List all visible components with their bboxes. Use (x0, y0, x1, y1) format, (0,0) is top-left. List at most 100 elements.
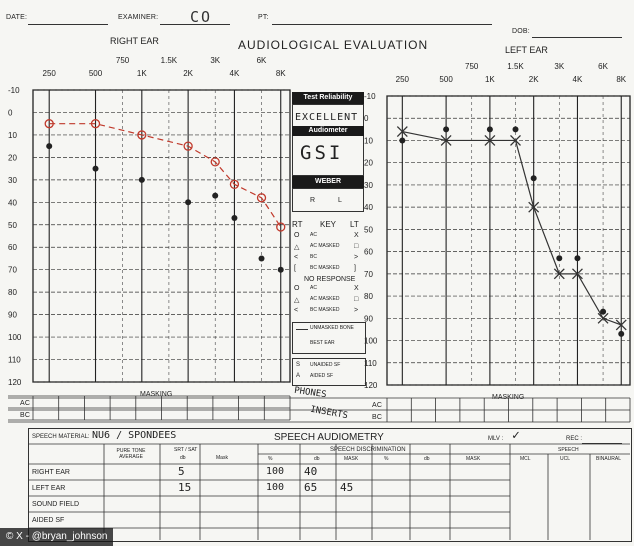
unmasked-bone-line (296, 329, 308, 330)
bc-point (138, 176, 145, 183)
ac-point (484, 135, 496, 146)
y-tick-label: 100 (364, 337, 378, 346)
speech-material-label: SPEECH MATERIAL: (32, 434, 90, 440)
unmasked-bone-label: UNMASKED BONE (310, 325, 354, 331)
disc-percent: 100 (266, 482, 285, 493)
x-minor-tick-label: 6K (598, 62, 608, 71)
ac-point (229, 179, 240, 189)
page-title: AUDIOLOGICAL EVALUATION (238, 38, 429, 52)
rec-label: REC : (566, 436, 583, 442)
y-tick-label: 100 (8, 333, 22, 342)
key-row: O AC X (292, 285, 366, 296)
y-tick-label: 60 (364, 248, 373, 257)
x-tick-label: 1K (137, 69, 147, 78)
srt-value: 5 (178, 465, 185, 478)
y-tick-label: 40 (364, 203, 373, 212)
x-tick-label: 8K (616, 75, 626, 84)
left-ear-title: LEFT EAR (505, 45, 548, 55)
y-tick-label: -10 (364, 92, 376, 101)
x-tick-label: 2K (529, 75, 539, 84)
ac-point (183, 141, 193, 151)
ac-point (90, 119, 101, 129)
x-minor-tick-label: 750 (116, 56, 130, 65)
bc-point (277, 266, 284, 273)
audiometer-header: Audiometer (292, 126, 364, 136)
bc-point (574, 255, 581, 262)
key-r: < (294, 254, 299, 261)
x-tick-label: 4K (573, 75, 583, 84)
left-ear-chart: -10 0 10 20 30 40 50 60 70 80 90 100 110 120 250 500 1K 2… (364, 62, 631, 390)
key-row: < BC > (292, 254, 366, 265)
masking-label-right: MASKING (140, 391, 173, 398)
examiner-label: EXAMINER: (118, 14, 159, 21)
key-desc: BC MASKED (310, 265, 340, 271)
y-tick-label: 20 (8, 153, 17, 162)
col-db: db (180, 455, 186, 461)
reliability-value: EXCELLENT (295, 112, 359, 123)
key-r: △ (294, 297, 300, 304)
dob-line (532, 37, 622, 38)
bc-point (486, 126, 493, 133)
x-tick-label: 1K (485, 75, 495, 84)
x-tick-label: 250 (396, 75, 410, 84)
speech-title: SPEECH AUDIOMETRY (274, 432, 384, 443)
key-desc: BC MASKED (310, 307, 340, 313)
bc-point (46, 143, 53, 150)
best-ear-label: BEST EAR (310, 340, 335, 346)
key-desc: BC (310, 254, 317, 260)
bc-point (556, 255, 563, 262)
disc-mask: 45 (340, 481, 354, 494)
disc-db: 40 (304, 465, 318, 478)
key-r: △ (294, 244, 300, 251)
mlv-value: ✓ (512, 428, 520, 443)
mlv-label: MLV : (488, 436, 504, 442)
key-rows: O AC X △ AC MASKED □ < BC > [BC MASKED] (292, 232, 366, 276)
y-tick-label: 50 (364, 225, 373, 234)
speech-col-header: MCL (520, 456, 531, 462)
no-response-rows: O AC X △ AC MASKED □ < BC MASKED > (292, 285, 366, 318)
x-minor-tick-label: 6K (257, 56, 267, 65)
y-tick-label: 10 (364, 136, 373, 145)
watermark: © X - @bryan_johnson (0, 528, 114, 546)
key-row: < BC MASKED > (292, 307, 366, 318)
masking-bc-right: BC (20, 412, 31, 419)
bc-point (185, 199, 192, 206)
key-row: O AC X (292, 232, 366, 243)
x-minor-tick-label: 3K (554, 62, 564, 71)
masking-bc-left: BC (372, 414, 383, 421)
disc-db: 65 (304, 481, 318, 494)
date-label: DATE: (6, 14, 28, 21)
y-tick-label: 80 (8, 288, 17, 297)
x-tick-label: 8K (276, 69, 286, 78)
y-tick-label: 80 (364, 292, 373, 301)
bc-point (530, 175, 537, 182)
y-tick-label: 10 (8, 131, 17, 140)
audiometer-value: GSI (300, 142, 344, 164)
key-l: > (354, 254, 359, 261)
y-tick-label: 70 (8, 266, 17, 275)
ac-point (440, 135, 452, 146)
y-tick-label: 120 (8, 378, 22, 387)
speech-row-label: SOUND FIELD (32, 501, 80, 508)
y-tick-label: 110 (364, 359, 377, 368)
y-tick-label: 0 (364, 114, 369, 123)
key-row: [BC MASKED] (292, 265, 366, 276)
y-tick-label: 110 (8, 356, 21, 365)
key-rt: RT (292, 220, 303, 229)
bone-box (292, 322, 366, 354)
ac-point (615, 319, 627, 331)
masking-label-left: MASKING (492, 394, 525, 401)
right-ear-chart: -10 0 10 20 30 40 50 60 70 80 90 100 110 120 250 500 1K 2… (8, 56, 291, 387)
masking-ac-right: AC (20, 400, 31, 407)
key-l: ] (354, 265, 356, 272)
bc-point (443, 126, 450, 133)
ac-point (396, 126, 408, 138)
disc-col-header: db (314, 456, 320, 462)
aided-sf: AIDED SF (310, 373, 334, 379)
y-tick-label: 90 (8, 311, 17, 320)
speech-col-title: SPEECH (558, 447, 579, 453)
weber-l: L (338, 197, 343, 204)
speech-col-header: BINAURAL (596, 456, 622, 462)
bc-point (212, 192, 219, 199)
